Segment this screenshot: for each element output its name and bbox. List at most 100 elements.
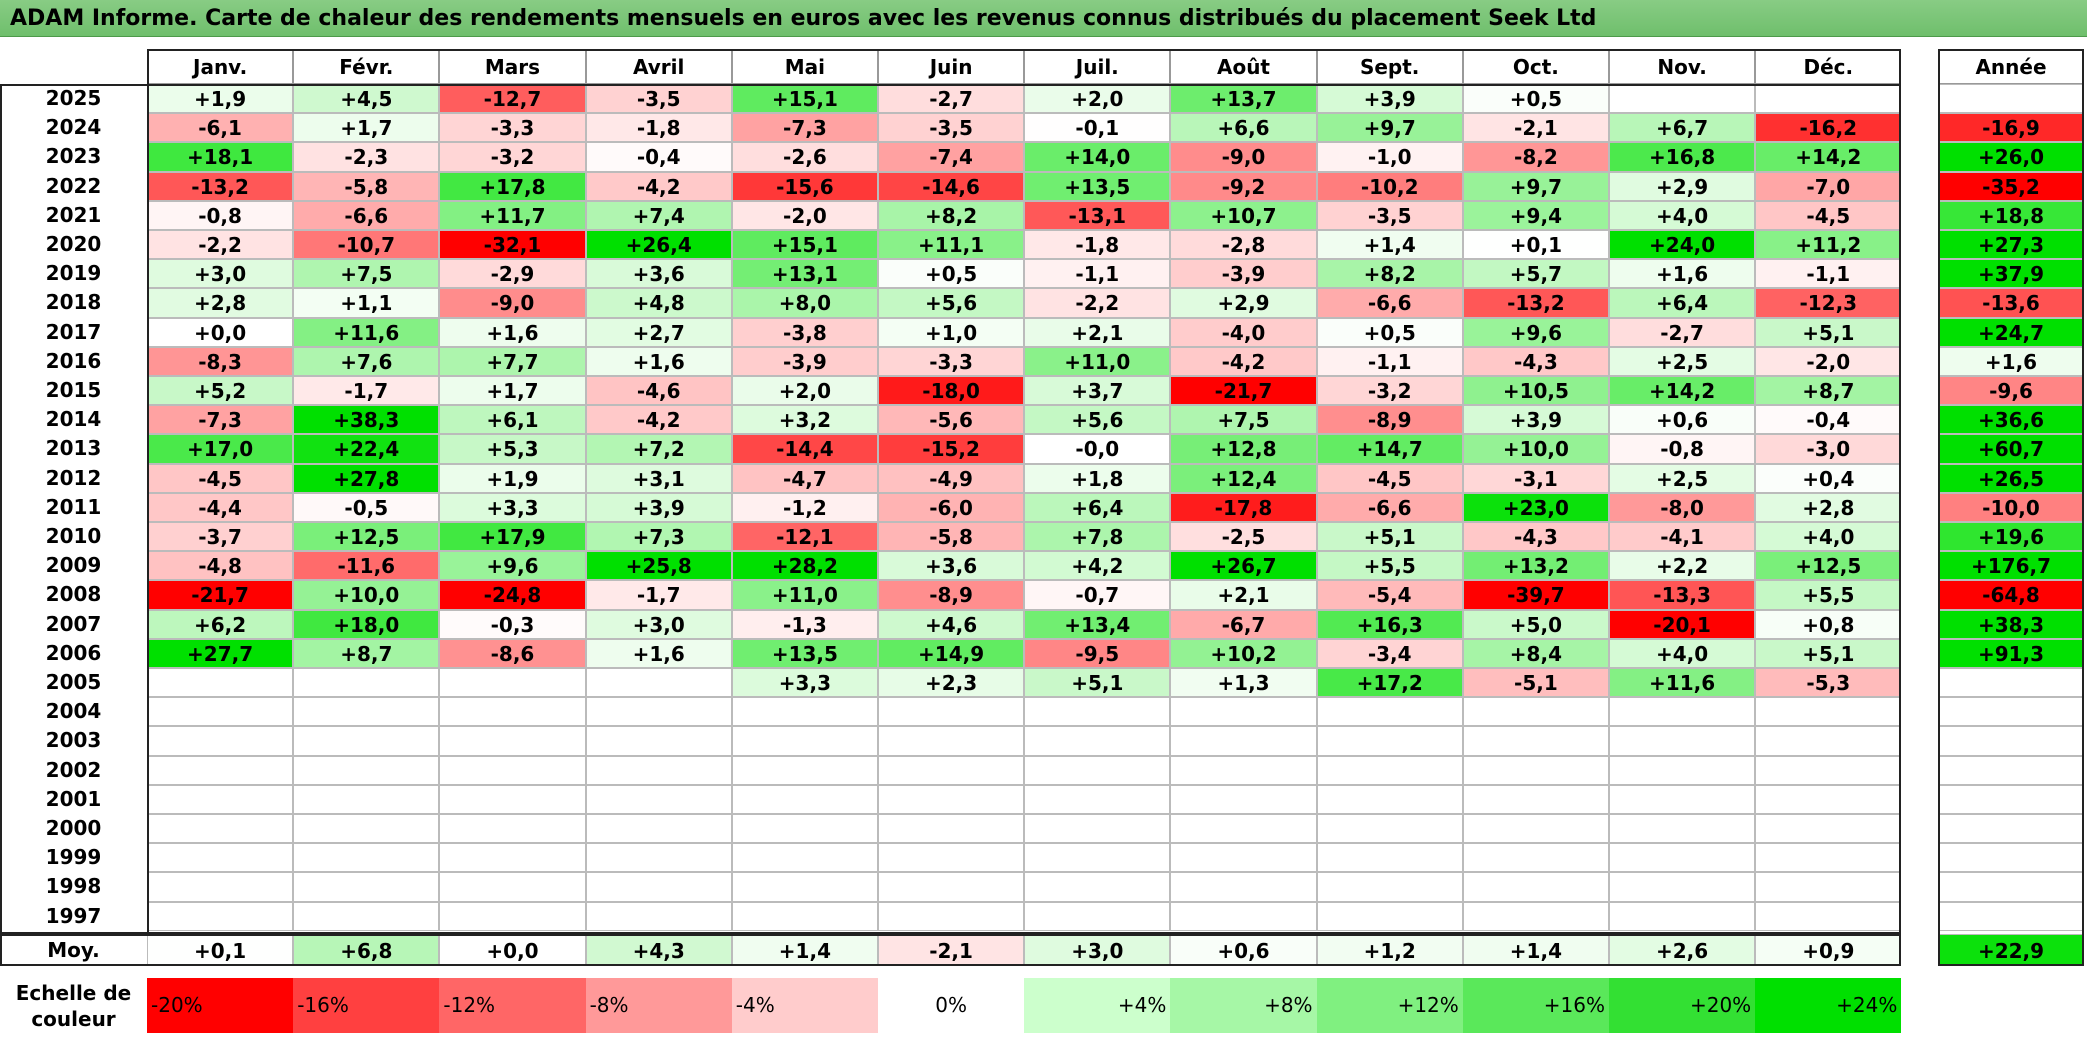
heatmap-cell: +0,0 <box>147 317 294 347</box>
annual-header: Année <box>1938 49 2084 84</box>
heatmap-cell <box>731 814 878 844</box>
heatmap-cell <box>293 872 440 902</box>
heatmap-cell: +8,4 <box>1462 638 1609 668</box>
heatmap-cell <box>1316 872 1463 902</box>
heatmap-cell: +11,2 <box>1755 230 1902 260</box>
heatmap-cell: -4,2 <box>585 405 732 435</box>
heatmap-cell <box>1755 784 1902 814</box>
heatmap-cell: +14,7 <box>1316 434 1463 464</box>
heatmap-cell: -3,9 <box>731 346 878 376</box>
heatmap-cell: -4,9 <box>878 463 1025 493</box>
year-label: 2010 <box>45 524 102 548</box>
heatmap-cell <box>439 755 586 785</box>
year-label: 2008 <box>45 582 102 607</box>
heatmap-cell: +2,0 <box>731 376 878 406</box>
month-header: Août <box>1170 49 1317 84</box>
heatmap-cell: -2,5 <box>1170 522 1317 552</box>
heatmap-cell <box>293 755 440 785</box>
color-scale-stop: -16% <box>293 978 440 1033</box>
heatmap-cell: +17,0 <box>147 434 294 464</box>
heatmap-cell: +12,8 <box>1170 434 1317 464</box>
heatmap-cell: +4,0 <box>1755 522 1902 552</box>
heatmap-cell <box>878 872 1025 902</box>
heatmap-cell: -4,5 <box>1755 200 1902 230</box>
heatmap-cell: +10,0 <box>1462 434 1609 464</box>
heatmap-cell: -3,3 <box>439 113 586 143</box>
heatmap-cell <box>878 901 1025 931</box>
heatmap-cell: +1,8 <box>1024 463 1171 493</box>
heatmap-cell: -2,0 <box>1755 346 1902 376</box>
heatmap-cell: +9,6 <box>439 551 586 581</box>
heatmap-cell: -14,4 <box>731 434 878 464</box>
heatmap-cell: -39,7 <box>1462 580 1609 610</box>
heatmap-cell: +22,4 <box>293 434 440 464</box>
annual-cell: +26,5 <box>1938 463 2084 493</box>
heatmap-cell: +13,5 <box>731 638 878 668</box>
annual-cell <box>1938 814 2084 844</box>
heatmap-cell <box>731 697 878 727</box>
year-label: 2007 <box>45 611 102 636</box>
heatmap-cell: +7,5 <box>293 259 440 289</box>
heatmap-cell <box>439 901 586 931</box>
heatmap-cell: -1,0 <box>1316 142 1463 172</box>
heatmap-cell: -5,8 <box>878 522 1025 552</box>
heatmap-cell: -6,7 <box>1170 609 1317 639</box>
year-label: 2020 <box>45 232 102 256</box>
heatmap-cell: +5,5 <box>1316 551 1463 581</box>
heatmap-cell: +6,2 <box>147 609 294 639</box>
heatmap-cell: +3,0 <box>585 609 732 639</box>
year-label: 2009 <box>45 553 102 578</box>
heatmap-cell: -16,2 <box>1755 113 1902 143</box>
heatmap-cell: -3,8 <box>731 317 878 347</box>
heatmap-cell: +11,0 <box>731 580 878 610</box>
heatmap-cell <box>1316 843 1463 873</box>
color-scale-label: Echelle de couleur <box>15 981 132 1031</box>
heatmap-cell <box>585 901 732 931</box>
heatmap-cell: -7,3 <box>731 113 878 143</box>
heatmap-cell <box>585 755 732 785</box>
month-header: Oct. <box>1462 49 1609 84</box>
heatmap-cell: +6,4 <box>1609 288 1756 318</box>
annual-cell: +176,7 <box>1938 551 2084 581</box>
heatmap-cell: +9,4 <box>1462 200 1609 230</box>
heatmap-cell <box>1024 697 1171 727</box>
heatmap-cell: +1,9 <box>439 463 586 493</box>
annual-cell <box>1938 697 2084 727</box>
average-annual-cell: +22,9 <box>1938 934 2084 966</box>
heatmap-cell: -1,1 <box>1024 259 1171 289</box>
heatmap-cell: +13,2 <box>1462 551 1609 581</box>
heatmap-cell: +15,1 <box>731 84 878 114</box>
heatmap-cell <box>1609 84 1756 114</box>
year-label: 2000 <box>45 816 102 840</box>
heatmap-cell <box>439 814 586 844</box>
heatmap-cell <box>585 697 732 727</box>
average-label: Moy. <box>47 938 100 962</box>
heatmap-cell: +38,3 <box>293 405 440 435</box>
heatmap-cell <box>731 755 878 785</box>
heatmap-cell: +6,4 <box>1024 492 1171 522</box>
annual-cell: +38,3 <box>1938 609 2084 639</box>
year-label: 2017 <box>45 319 102 344</box>
heatmap-cell <box>1609 697 1756 727</box>
annual-cell <box>1938 755 2084 785</box>
heatmap-cell <box>585 814 732 844</box>
heatmap-cell <box>1755 726 1902 756</box>
heatmap-cell <box>1024 755 1171 785</box>
heatmap-cell <box>1462 901 1609 931</box>
month-header: Févr. <box>293 49 440 84</box>
heatmap-cell <box>1755 843 1902 873</box>
heatmap-cell: +5,1 <box>1024 668 1171 698</box>
heatmap-cell: +2,8 <box>1755 492 1902 522</box>
heatmap-cell: +7,4 <box>585 200 732 230</box>
heatmap-cell <box>439 726 586 756</box>
month-header: Mars <box>439 49 586 84</box>
year-label: 2023 <box>45 144 102 169</box>
heatmap-cell: -1,1 <box>1316 346 1463 376</box>
average-cell: +0,1 <box>147 934 294 966</box>
color-scale-stop: -8% <box>585 978 732 1033</box>
heatmap-cell: +14,9 <box>878 638 1025 668</box>
average-cell: +0,0 <box>439 934 586 966</box>
heatmap-cell: +9,7 <box>1316 113 1463 143</box>
year-label: 2012 <box>45 465 102 490</box>
heatmap-cell: -3,7 <box>147 522 294 552</box>
